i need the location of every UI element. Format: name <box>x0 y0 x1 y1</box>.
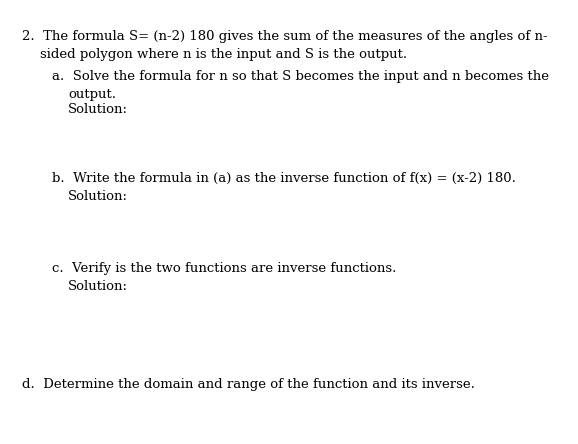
Text: Solution:: Solution: <box>68 190 128 203</box>
Text: output.: output. <box>68 88 116 101</box>
Text: c.  Verify is the two functions are inverse functions.: c. Verify is the two functions are inver… <box>52 262 397 275</box>
Text: d.  Determine the domain and range of the function and its inverse.: d. Determine the domain and range of the… <box>22 378 475 391</box>
Text: sided polygon where n is the input and S is the output.: sided polygon where n is the input and S… <box>40 48 407 61</box>
Text: Solution:: Solution: <box>68 103 128 116</box>
Text: a.  Solve the formula for n so that S becomes the input and n becomes the: a. Solve the formula for n so that S bec… <box>52 70 549 83</box>
Text: b.  Write the formula in (a) as the inverse function of f(x) = (x-2) 180.: b. Write the formula in (a) as the inver… <box>52 172 516 185</box>
Text: Solution:: Solution: <box>68 280 128 293</box>
Text: 2.  The formula S= (n-2) 180 gives the sum of the measures of the angles of n-: 2. The formula S= (n-2) 180 gives the su… <box>22 30 547 43</box>
